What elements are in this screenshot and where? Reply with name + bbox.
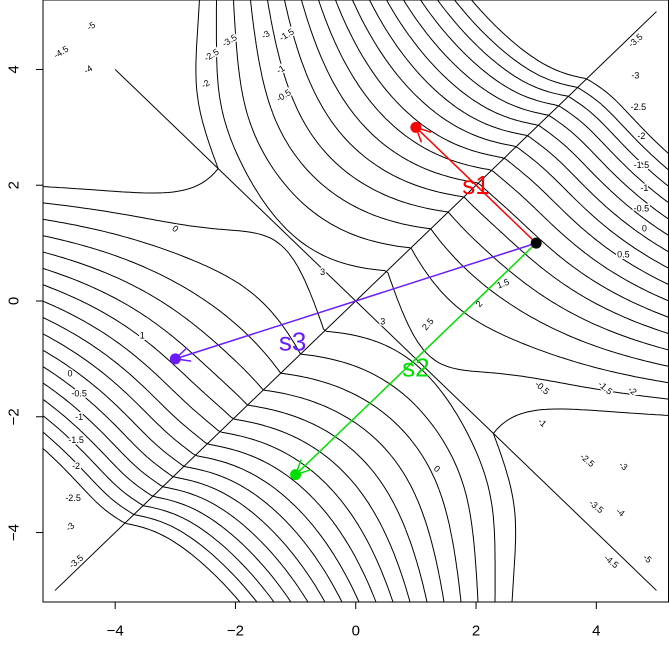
contour-label: -1 bbox=[640, 183, 648, 193]
contour-label: 1.5 bbox=[496, 277, 511, 291]
contour-label: -3.5 bbox=[626, 32, 644, 50]
contour-label: 2 bbox=[474, 299, 485, 309]
contour-label: -0.5 bbox=[71, 389, 87, 399]
contour-label: -1 bbox=[75, 412, 83, 422]
contour-line bbox=[42, 0, 669, 603]
s2-endpoint bbox=[290, 469, 302, 481]
contour-label: 3 bbox=[380, 316, 385, 326]
s3-arrow bbox=[175, 242, 537, 360]
origin-point bbox=[530, 237, 542, 249]
x-tick-label: 2 bbox=[472, 623, 480, 640]
contour-label: -0.5 bbox=[274, 87, 292, 104]
contour-label: 0 bbox=[68, 368, 73, 378]
contour-label: 0 bbox=[170, 223, 180, 234]
contour-label: 0.5 bbox=[617, 250, 630, 260]
contour-label: -2.5 bbox=[631, 102, 647, 112]
contour-line bbox=[42, 0, 669, 603]
contour-line bbox=[42, 0, 669, 603]
contour-label: -2 bbox=[637, 131, 645, 141]
x-tick-label: −2 bbox=[227, 623, 244, 640]
contour-label: -1 bbox=[536, 416, 549, 429]
s2-arrow bbox=[295, 242, 537, 476]
contour-label: -3.5 bbox=[587, 498, 605, 516]
contour-label: -3 bbox=[631, 70, 639, 80]
y-tick-label: 4 bbox=[6, 65, 23, 73]
contour-label: -3 bbox=[617, 460, 630, 473]
contour-label: -4.5 bbox=[602, 553, 620, 571]
contour-label: -3 bbox=[64, 520, 77, 533]
contour-label: -1 bbox=[275, 63, 287, 76]
contour-label: -1.5 bbox=[634, 160, 650, 170]
contour-label: -2 bbox=[72, 461, 80, 471]
contour-line bbox=[42, 0, 669, 603]
s1-label: s1 bbox=[462, 170, 489, 200]
contour-line bbox=[42, 0, 669, 603]
y-tick-label: 2 bbox=[6, 181, 23, 189]
y-tick-label: 0 bbox=[6, 297, 23, 305]
contour-label: -3.5 bbox=[67, 553, 85, 571]
contour-lines bbox=[42, 0, 669, 603]
contour-line bbox=[42, 0, 669, 603]
contour-label: -0.5 bbox=[533, 379, 551, 397]
x-tick-label: 4 bbox=[592, 623, 600, 640]
y-tick-label: −4 bbox=[6, 524, 23, 541]
contour-label: -4 bbox=[614, 506, 627, 519]
axes: −4 −2 0 2 4 −4 −2 0 2 4 bbox=[6, 65, 601, 639]
s3-endpoint bbox=[169, 353, 181, 365]
contour-label: 2.5 bbox=[420, 316, 436, 332]
s1-endpoint bbox=[410, 121, 422, 133]
vectors: s1 s2 s3 bbox=[169, 121, 542, 481]
contour-label: 1 bbox=[140, 331, 145, 341]
contour-label: -1.5 bbox=[596, 379, 614, 397]
contour-label: -0.5 bbox=[634, 203, 650, 213]
contour-label: -3 bbox=[259, 28, 271, 41]
s1-arrow bbox=[415, 126, 537, 244]
contour-label: -4.5 bbox=[52, 44, 70, 61]
contour-label: -1.5 bbox=[68, 435, 84, 445]
contour-labels: -5 -4.5 -4 -3.5 -3 -2.5 -2 -1.5 -1 -0.5 0 1 3 3 2.5 2 1.… bbox=[50, 18, 655, 572]
y-tick-label: −2 bbox=[6, 408, 23, 425]
diagonal-line bbox=[114, 69, 657, 591]
contour-line bbox=[42, 0, 669, 603]
contour-label: 3 bbox=[320, 267, 325, 277]
contour-line bbox=[42, 0, 669, 603]
contour-label: -2 bbox=[199, 78, 211, 91]
contour-label: -4 bbox=[82, 63, 94, 76]
contour-label: -5 bbox=[641, 552, 654, 565]
s3-label: s3 bbox=[279, 327, 306, 357]
contour-label: -2.5 bbox=[578, 451, 596, 469]
contour-line bbox=[42, 0, 669, 602]
contour-label: -2.5 bbox=[202, 47, 220, 64]
contour-line bbox=[42, 0, 669, 603]
s2-label: s2 bbox=[402, 353, 429, 383]
x-tick-label: 0 bbox=[352, 623, 360, 640]
contour-line bbox=[42, 0, 669, 603]
contour-line bbox=[42, 0, 669, 603]
contour-line bbox=[42, 0, 669, 603]
x-tick-label: −4 bbox=[107, 623, 124, 640]
contour-label: -1.5 bbox=[277, 26, 295, 43]
contour-label: 0 bbox=[642, 224, 647, 234]
contour-line bbox=[42, 0, 669, 603]
contour-label: 0 bbox=[432, 463, 442, 474]
contour-line bbox=[42, 0, 669, 603]
contour-line bbox=[42, 0, 669, 603]
contour-label: -2.5 bbox=[65, 493, 81, 503]
contour-label: -5 bbox=[85, 20, 97, 33]
